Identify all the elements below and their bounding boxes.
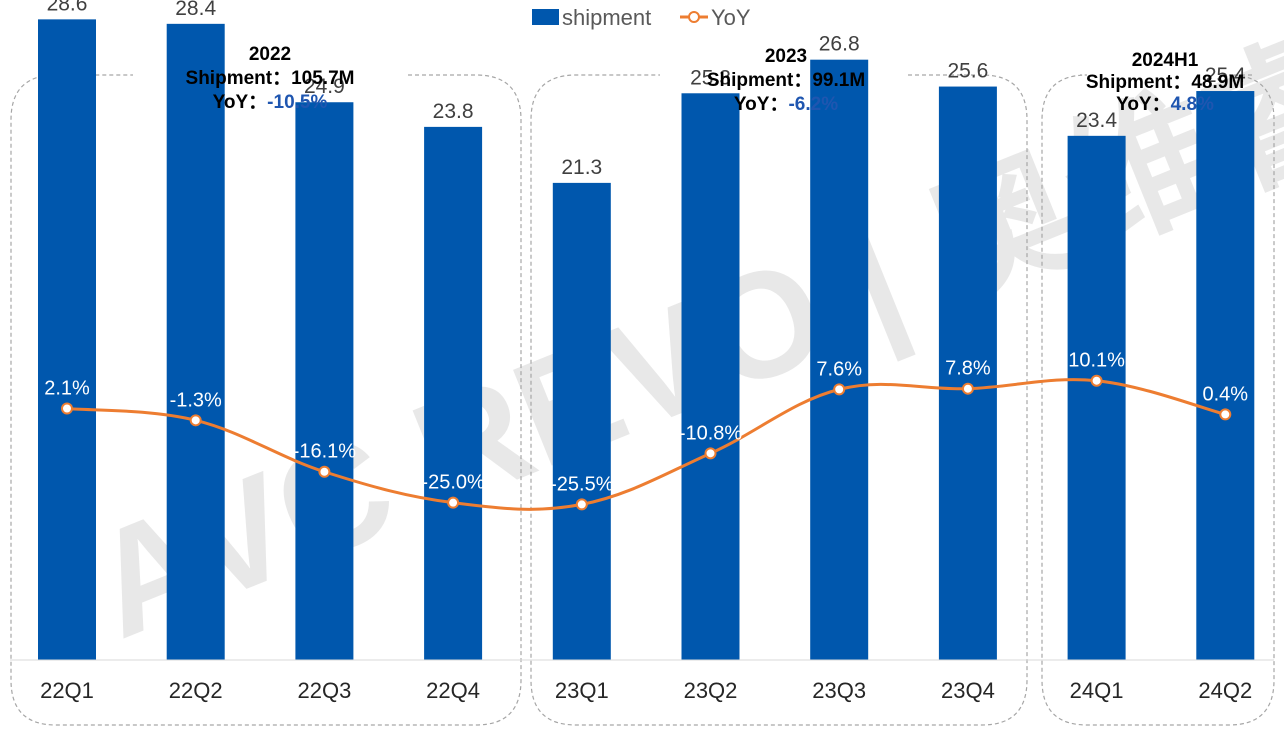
yoy-label-23Q1: -25.5% <box>550 473 614 495</box>
bar-label-23Q4: 25.6 <box>947 60 988 83</box>
bar-label-22Q1: 28.6 <box>47 0 88 15</box>
bar-23Q2 <box>681 93 740 660</box>
bar-22Q4 <box>424 126 483 660</box>
bar-24Q1 <box>1067 135 1126 661</box>
yoy-label-24Q2: 0.4% <box>1203 383 1249 405</box>
x-tick-23Q2: 23Q2 <box>684 678 738 703</box>
group-titles: 2022 Shipment：105.7M YoY：-10.5% 2023 Shipmen… <box>186 44 1245 115</box>
bar-22Q1 <box>38 19 96 661</box>
yoy-value-labels: 2.1% -1.3% -16.1% -25.0% -25.5% -10.8% 7.6% 7.8… <box>44 350 1248 496</box>
yoy-label-24Q1: 10.1% <box>1068 350 1125 372</box>
bar-series <box>38 19 1255 661</box>
yoy-label-23Q3: 7.6% <box>816 358 862 380</box>
legend-yoy-label: YoY <box>711 5 751 30</box>
bar-22Q2 <box>166 23 225 660</box>
group-frames <box>10 74 1275 726</box>
x-tick-24Q1: 24Q1 <box>1070 678 1124 703</box>
group-title-2022: 2022 <box>249 44 291 65</box>
yoy-point-24Q2 <box>1219 408 1232 421</box>
x-tick-24Q2: 24Q2 <box>1198 678 1252 703</box>
bar-label-24Q1: 23.4 <box>1076 109 1117 132</box>
x-tick-23Q4: 23Q4 <box>941 678 995 703</box>
group-shipment-2023: Shipment：99.1M <box>707 70 865 91</box>
bar-23Q4 <box>938 86 997 660</box>
x-tick-22Q2: 22Q2 <box>169 678 223 703</box>
x-tick-22Q3: 22Q3 <box>297 678 351 703</box>
yoy-label-23Q4: 7.8% <box>945 358 991 380</box>
x-axis-tick-labels: 22Q1 22Q2 22Q3 22Q4 23Q1 23Q2 23Q3 23Q4 24Q1 24Q2 <box>40 678 1252 703</box>
yoy-point-22Q1 <box>61 402 73 415</box>
legend: shipment YoY <box>532 5 751 30</box>
yoy-point-22Q4 <box>447 496 460 509</box>
group-frame-3 <box>1041 74 1275 726</box>
bar-label-22Q2: 28.4 <box>175 0 216 20</box>
group-shipment-2024H1: Shipment：48.9M <box>1086 72 1244 93</box>
group-yoy-2023: YoY：-6.2% <box>734 94 838 115</box>
group-yoy-2024H1: YoY：4.8% <box>1116 94 1214 115</box>
yoy-point-23Q2 <box>704 447 717 460</box>
yoy-point-22Q2 <box>189 414 202 427</box>
bar-22Q3 <box>295 102 354 661</box>
yoy-label-22Q1: 2.1% <box>44 378 90 400</box>
yoy-label-22Q4: -25.0% <box>421 472 485 494</box>
legend-shipment-label: shipment <box>562 5 651 30</box>
x-tick-23Q1: 23Q1 <box>555 678 609 703</box>
group-title-2024H1: 2024H1 <box>1132 50 1199 71</box>
bar-label-23Q1: 21.3 <box>561 156 602 179</box>
group-frame-2 <box>530 74 1028 726</box>
bar-label-23Q3: 26.8 <box>819 33 860 56</box>
yoy-point-23Q1 <box>575 498 588 511</box>
yoy-label-23Q2: -10.8% <box>679 422 743 444</box>
yoy-point-24Q1 <box>1090 374 1103 387</box>
bar-label-23Q2: 25.3 <box>690 66 731 89</box>
x-tick-22Q4: 22Q4 <box>426 678 480 703</box>
bar-label-22Q3: 24.9 <box>304 75 345 98</box>
yoy-label-22Q2: -1.3% <box>170 389 222 411</box>
yoy-points <box>61 374 1232 511</box>
legend-yoy-marker <box>688 11 700 23</box>
yoy-line <box>66 378 1226 511</box>
group-shipment-2022: Shipment：105.7M <box>186 68 355 89</box>
bar-label-22Q4: 23.8 <box>433 100 474 123</box>
bar-label-24Q2: 25.4 <box>1205 64 1246 87</box>
yoy-point-23Q4 <box>961 382 974 395</box>
bar-24Q2 <box>1196 91 1255 661</box>
yoy-point-23Q3 <box>833 383 846 396</box>
legend-shipment-swatch <box>532 9 559 25</box>
x-tick-22Q1: 22Q1 <box>40 678 94 703</box>
yoy-point-22Q3 <box>318 465 331 478</box>
yoy-label-22Q3: -16.1% <box>293 441 357 463</box>
bar-23Q3 <box>810 59 869 661</box>
group-yoy-2022: YoY：-10.5% <box>213 92 328 113</box>
group-frame-1 <box>10 74 522 726</box>
bar-23Q1 <box>552 182 611 660</box>
bar-value-labels: 28.6 28.4 24.9 23.8 21.3 25.3 26.8 25.6 23.4 25.4 <box>47 0 1246 179</box>
group-title-2023: 2023 <box>765 46 807 67</box>
x-tick-23Q3: 23Q3 <box>812 678 866 703</box>
